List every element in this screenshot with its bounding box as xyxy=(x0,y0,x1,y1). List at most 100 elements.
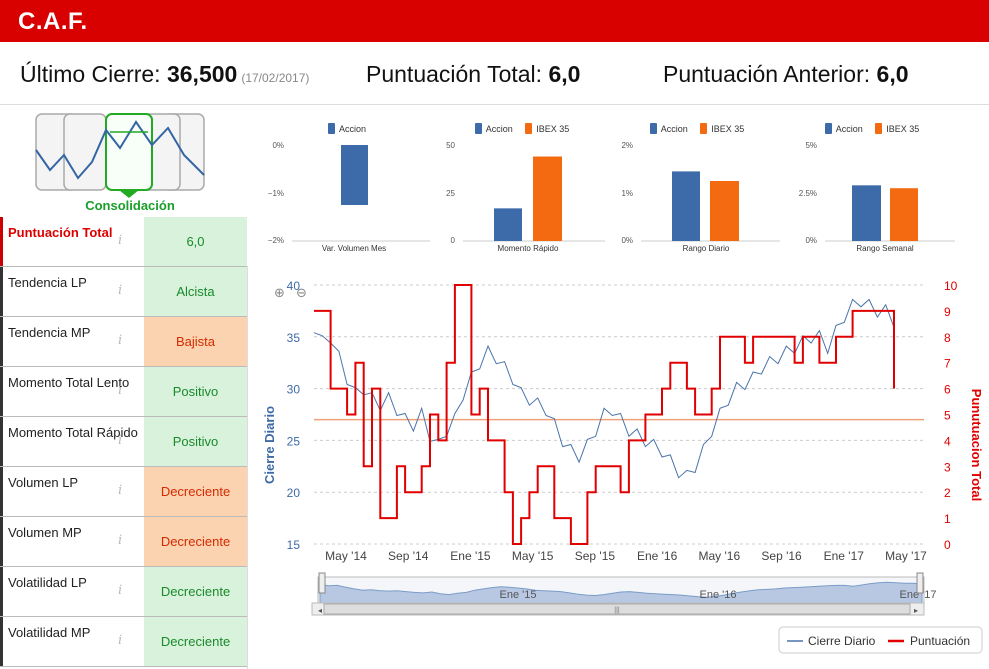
legend-accion[interactable]: Accion xyxy=(824,123,863,134)
tick-label: −2% xyxy=(268,236,284,245)
info-icon[interactable]: i xyxy=(118,633,123,648)
indicator-value: Positivo xyxy=(144,367,247,416)
tick-label: 25 xyxy=(446,189,455,198)
x-tick-label: Sep '14 xyxy=(388,549,429,563)
info-icon[interactable]: i xyxy=(118,333,123,348)
legend-item-puntuacion: Puntuación xyxy=(910,634,970,648)
legend-ibex[interactable]: IBEX 35 xyxy=(875,123,919,134)
x-tick-label: May '16 xyxy=(699,549,741,563)
right-tick-label: 0 xyxy=(944,538,951,552)
series-puntuacion xyxy=(314,284,895,545)
indicator-label: Volatilidad MP xyxy=(0,617,144,666)
left-axis-title: Cierre Diario xyxy=(262,406,277,484)
indicator-label: Momento Total Lento xyxy=(0,367,144,416)
main-chart: 15 20 25 30 35 40 0 1 2 3 4 5 6 7 8 9 10 May '14 Sep '14… xyxy=(262,275,989,669)
indicator-value: Decreciente xyxy=(144,517,247,566)
legend-ibex[interactable]: IBEX 35 xyxy=(525,123,569,134)
minichart-legend: Accion IBEX 35 xyxy=(787,123,957,134)
xaxis-label: Momento Rápido xyxy=(498,244,559,253)
previous-score-value: 6,0 xyxy=(876,61,909,87)
info-icon[interactable]: i xyxy=(118,433,123,448)
indicator-label: Tendencia LP xyxy=(0,267,144,316)
right-tick-label: 4 xyxy=(944,434,951,448)
scrollbar-thumb xyxy=(323,603,911,615)
info-icon[interactable]: i xyxy=(118,583,123,598)
legend-item-cierre: Cierre Diario xyxy=(808,634,876,648)
summary-bar: Último Cierre: 36,500 (17/02/2017) Puntua… xyxy=(0,55,989,95)
navigator-label: Ene '17 xyxy=(900,589,937,601)
last-close: Último Cierre: 36,500 (17/02/2017) xyxy=(20,61,309,88)
scroll-right-icon: ▸ xyxy=(914,606,918,615)
info-icon[interactable]: i xyxy=(118,233,123,248)
tick-label: 5% xyxy=(805,141,817,150)
info-icon[interactable]: i xyxy=(118,383,123,398)
info-icon[interactable]: i xyxy=(118,283,123,298)
tick-label: 2.5% xyxy=(799,189,817,198)
xaxis-label: Rango Diario xyxy=(683,244,730,253)
zoom-in-icon[interactable]: ⊕ xyxy=(274,285,285,300)
right-tick-label: 3 xyxy=(944,460,951,474)
info-icon[interactable]: i xyxy=(118,483,123,498)
minichart-plot: 0% −1% −2% Var. Volumen Mes xyxy=(268,141,430,253)
indicator-label: Volumen MP xyxy=(0,517,144,566)
navigator: Ene '15 Ene '16 Ene '17 ◂ ▸ ||| xyxy=(311,572,937,616)
zoom-out-icon[interactable]: ⊖ xyxy=(296,285,307,300)
navigator-series xyxy=(319,581,923,604)
legend-accion[interactable]: Accion xyxy=(327,123,366,134)
legend-swatch-icon xyxy=(525,123,533,134)
x-tick-label: Ene '17 xyxy=(824,549,865,563)
right-tick-label: 2 xyxy=(944,486,951,500)
pattern-label: Consolidación xyxy=(85,198,175,213)
left-tick-label: 40 xyxy=(287,279,301,293)
navigator-handle-left xyxy=(318,572,326,594)
right-tick-label: 1 xyxy=(944,512,951,526)
navigator-handle-right xyxy=(916,572,924,594)
indicator-row: Volatilidad MP i Decreciente xyxy=(0,617,247,667)
x-tick-label: May '15 xyxy=(512,549,554,563)
legend-swatch-icon xyxy=(474,123,482,134)
x-tick-label: Sep '15 xyxy=(575,549,616,563)
scroll-left-icon: ◂ xyxy=(318,606,322,615)
right-tick-label: 9 xyxy=(944,305,951,319)
legend-accion[interactable]: Accion xyxy=(649,123,688,134)
legend-ibex[interactable]: IBEX 35 xyxy=(700,123,744,134)
minichart-volume: Accion 0% −1% −2% Var. Volumen Mes xyxy=(262,115,432,260)
indicator-row: Volumen MP i Decreciente xyxy=(0,517,247,567)
main-chart-svg: 15 20 25 30 35 40 0 1 2 3 4 5 6 7 8 9 10 May '14 Sep '14… xyxy=(262,279,984,654)
navigator-label: Ene '15 xyxy=(500,589,537,601)
indicator-row: Momento Total Lento i Positivo xyxy=(0,367,247,417)
last-close-label: Último Cierre: xyxy=(20,61,161,87)
header-bar: C.A.F. xyxy=(0,0,989,42)
tick-label: −1% xyxy=(268,189,284,198)
indicator-row: Momento Total Rápido i Positivo xyxy=(0,417,247,467)
minichart-daily-range: Accion IBEX 35 2% 1% 0% Rango Diario xyxy=(612,115,782,260)
indicator-value: Alcista xyxy=(144,267,247,316)
x-axis: May '14 Sep '14 Ene '15 May '15 Sep '15 Ene '… xyxy=(325,549,927,563)
bar-accion xyxy=(852,185,881,241)
navigator-label: Ene '16 xyxy=(700,589,737,601)
bar-accion xyxy=(494,208,522,241)
legend-swatch-icon xyxy=(875,123,883,134)
info-icon[interactable]: i xyxy=(118,533,123,548)
xaxis-label: Rango Semanal xyxy=(856,244,914,253)
left-axis: 15 20 25 30 35 40 xyxy=(287,279,301,552)
divider xyxy=(0,104,989,105)
minichart-legend: Accion xyxy=(262,123,432,134)
indicator-row: Tendencia LP i Alcista xyxy=(0,267,247,317)
indicator-label: Puntuación Total xyxy=(0,217,144,266)
bar-accion xyxy=(672,171,700,241)
series-cierre-diario xyxy=(313,298,895,479)
left-tick-label: 25 xyxy=(287,434,301,448)
minichart-legend: Accion IBEX 35 xyxy=(612,123,782,134)
indicator-row: Volumen LP i Decreciente xyxy=(0,467,247,517)
left-tick-label: 30 xyxy=(287,383,301,397)
minichart-weekly-range: Accion IBEX 35 5% 2.5% 0% Rango Semanal xyxy=(787,115,957,260)
total-score-label: Puntuación Total: xyxy=(366,61,543,87)
xaxis-label: Var. Volumen Mes xyxy=(322,244,386,253)
minichart-momentum: Accion IBEX 35 50 25 0 Momento Rápido xyxy=(437,115,607,260)
legend-accion[interactable]: Accion xyxy=(474,123,513,134)
bar-ibex xyxy=(710,181,739,241)
legend-swatch-icon xyxy=(700,123,708,134)
legend-swatch-icon xyxy=(824,123,832,134)
bar-ibex xyxy=(890,188,918,241)
